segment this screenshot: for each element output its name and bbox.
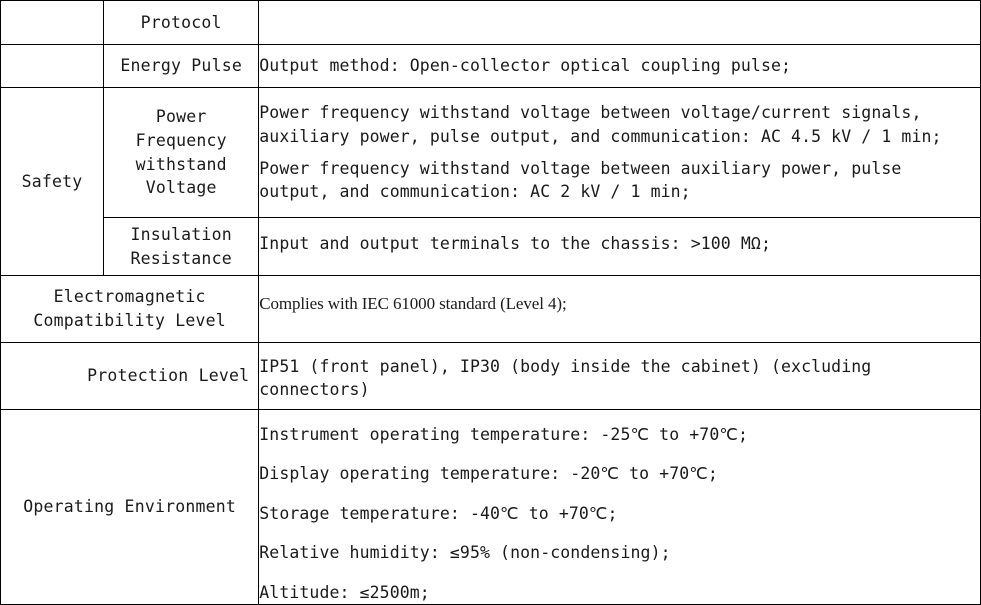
subcategory-cell-energy-pulse: Energy Pulse xyxy=(103,44,260,88)
table-row: Operating Environment Instrument operati… xyxy=(0,408,981,605)
value-cell-electromagnetic-compatibility-level: Complies with IEC 61000 standard (Level … xyxy=(258,275,981,343)
table-row: Protection Level IP51 (front panel), IP3… xyxy=(0,342,981,410)
table-row: Protocol xyxy=(0,0,981,45)
subcategory-cell-power-frequency-withstand-voltage: Power Frequency withstand Voltage xyxy=(103,87,260,218)
power-frequency-label-line-1: Power xyxy=(155,106,207,126)
altitude: Altitude: ≤2500m; xyxy=(259,582,430,602)
energy-pulse-value: Output method: Open-collector optical co… xyxy=(259,56,792,76)
protocol-label: Protocol xyxy=(140,12,222,32)
power-frequency-label-line-4: Voltage xyxy=(145,178,217,198)
insulation-label-line-2: Resistance xyxy=(130,248,232,268)
emc-label-line-1: Electromagnetic xyxy=(53,287,206,307)
value-cell-energy-pulse: Output method: Open-collector optical co… xyxy=(258,44,981,88)
emc-value: Complies with IEC 61000 standard (Level … xyxy=(259,294,567,313)
power-frequency-value-2: Power frequency withstand voltage betwee… xyxy=(259,159,902,202)
category-cell-operating-environment: Operating Environment xyxy=(0,408,260,605)
protection-level-value: IP51 (front panel), IP30 (body inside th… xyxy=(259,357,872,400)
display-operating-temperature: Display operating temperature: -20℃ to +… xyxy=(259,464,718,484)
table-row: Energy Pulse Output method: Open-collect… xyxy=(0,44,981,88)
category-cell-protection-level: Protection Level xyxy=(0,342,260,410)
power-frequency-value-1: Power frequency withstand voltage betwee… xyxy=(259,103,942,146)
category-cell-safety: Safety xyxy=(0,87,105,276)
power-frequency-label-line-3: withstand xyxy=(135,154,227,174)
subcategory-cell-protocol: Protocol xyxy=(103,0,260,45)
value-cell-protection-level: IP51 (front panel), IP30 (body inside th… xyxy=(258,342,981,410)
safety-label: Safety xyxy=(21,171,83,191)
relative-humidity: Relative humidity: ≤95% (non-condensing)… xyxy=(259,543,671,563)
operating-environment-label: Operating Environment xyxy=(23,497,237,517)
category-cell-electromagnetic-compatibility-level: Electromagnetic Compatibility Level xyxy=(0,275,260,343)
subcategory-cell-insulation-resistance: Insulation Resistance xyxy=(103,217,260,276)
insulation-label-line-1: Insulation xyxy=(130,224,232,244)
instrument-operating-temperature: Instrument operating temperature: -25℃ t… xyxy=(259,425,749,444)
energy-pulse-label: Energy Pulse xyxy=(120,56,242,76)
value-cell-insulation-resistance: Input and output terminals to the chassi… xyxy=(258,217,981,276)
protection-level-label: Protection Level xyxy=(87,366,250,386)
emc-label-line-2: Compatibility Level xyxy=(33,311,226,330)
table-row: Insulation Resistance Input and output t… xyxy=(1,217,981,276)
value-cell-protocol xyxy=(258,0,981,45)
power-frequency-label-line-2: Frequency xyxy=(135,130,227,150)
table-row: Electromagnetic Compatibility Level Comp… xyxy=(0,275,981,343)
category-cell-empty-top xyxy=(0,0,105,45)
table-row: Safety Power Frequency withstand Voltage… xyxy=(0,87,981,276)
value-cell-operating-environment: Instrument operating temperature: -25℃ t… xyxy=(258,408,981,605)
value-cell-power-frequency-withstand-voltage: Power frequency withstand voltage betwee… xyxy=(258,87,981,218)
insulation-value: Input and output terminals to the chassi… xyxy=(259,234,771,253)
category-cell-empty-top-2 xyxy=(0,44,105,88)
storage-temperature: Storage temperature: -40℃ to +70℃; xyxy=(259,503,618,523)
